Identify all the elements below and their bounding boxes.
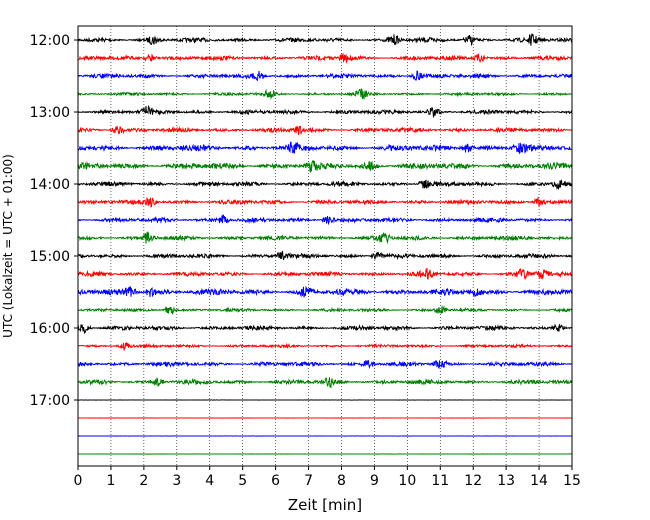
- x-tick-label: 7: [304, 473, 313, 489]
- trace-1330: [77, 141, 573, 154]
- trace-1200: [77, 33, 573, 47]
- trace-1630: [77, 359, 573, 369]
- x-axis-label: Zeit [min]: [288, 496, 362, 514]
- y-tick-label: 16:00: [30, 321, 70, 337]
- trace-1500: [77, 250, 573, 261]
- trace-1515: [77, 267, 573, 281]
- x-tick-label: 14: [530, 473, 548, 489]
- x-tick-label: 2: [139, 473, 148, 489]
- trace-1545: [77, 305, 573, 315]
- x-tick-label: 10: [398, 473, 416, 489]
- y-tick-label: 12:00: [30, 33, 70, 49]
- x-tick-label: 5: [238, 473, 247, 489]
- trace-1300: [77, 105, 573, 118]
- trace-1530: [77, 285, 573, 298]
- x-axis-ticks: 0 1 2 3 4 5 6 7 8 9 10 11 12 13 14 15: [74, 466, 581, 489]
- trace-1245: [77, 87, 573, 101]
- trace-1430: [77, 214, 573, 226]
- trace-1445: [77, 231, 573, 245]
- trace-1315: [77, 125, 573, 136]
- x-tick-label: 13: [497, 473, 515, 489]
- y-axis-label: UTC (Lokalzeit = UTC + 01:00): [1, 154, 15, 338]
- x-tick-label: 8: [337, 473, 346, 489]
- y-tick-label: 15:00: [30, 249, 70, 265]
- trace-1230: [77, 70, 573, 82]
- y-tick-label: 17:00: [30, 393, 70, 409]
- x-tick-label: 0: [74, 473, 83, 489]
- y-tick-label: 13:00: [30, 105, 70, 121]
- x-tick-label: 12: [464, 473, 482, 489]
- x-tick-label: 9: [370, 473, 379, 489]
- y-axis-ticks: 12:00 13:00 14:00 15:00 16:00 17:00: [30, 33, 78, 409]
- x-tick-label: 6: [271, 473, 280, 489]
- trace-1600: [77, 323, 573, 335]
- trace-1215: [77, 53, 573, 64]
- x-tick-label: 11: [431, 473, 449, 489]
- grid-lines: [110, 26, 540, 466]
- x-tick-label: 1: [106, 473, 115, 489]
- x-tick-label: 15: [563, 473, 581, 489]
- trace-1400: [77, 179, 573, 190]
- trace-1645: [77, 377, 573, 389]
- trace-1415: [77, 196, 573, 208]
- trace-group: [77, 33, 573, 455]
- trace-1615: [77, 342, 573, 351]
- plot-frame: [77, 25, 573, 467]
- x-tick-label: 3: [172, 473, 181, 489]
- trace-1345: [77, 160, 573, 173]
- x-tick-label: 4: [205, 473, 214, 489]
- y-tick-label: 14:00: [30, 177, 70, 193]
